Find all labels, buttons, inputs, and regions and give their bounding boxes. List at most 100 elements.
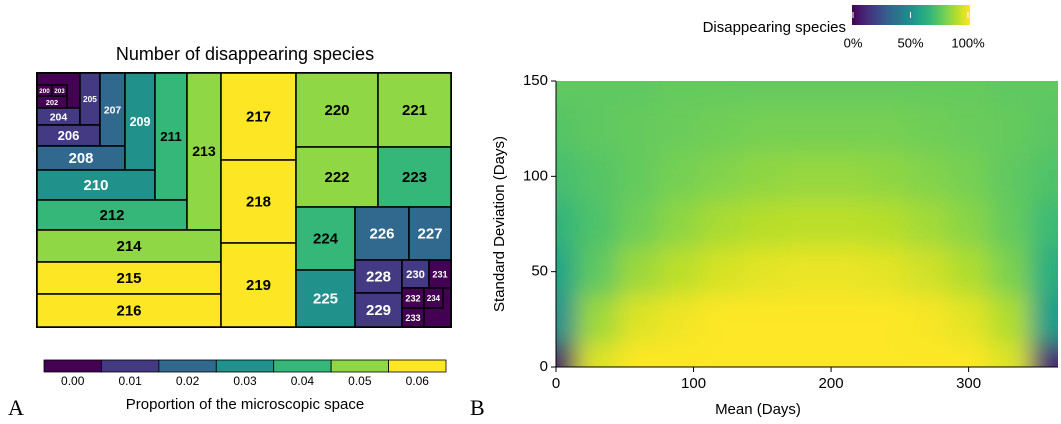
cell-label: 231 xyxy=(432,269,447,279)
heatmap-cell xyxy=(824,343,866,367)
cell-label: 228 xyxy=(366,268,391,285)
cell-label: 215 xyxy=(116,270,141,287)
x-tick-label: 100 xyxy=(681,375,706,392)
heatmap-cell xyxy=(1030,152,1058,201)
y-tick-label: 150 xyxy=(523,72,548,89)
cell-label: 216 xyxy=(116,302,141,319)
cell-label: 218 xyxy=(246,193,271,210)
heatmap-cell xyxy=(824,247,866,296)
colorbar-tick-label: 0.05 xyxy=(348,374,372,388)
cell-label: 225 xyxy=(313,290,338,307)
treemap-cell xyxy=(377,146,452,208)
treemap-cell xyxy=(295,269,356,328)
heatmap-cell xyxy=(556,343,578,367)
heatmap-cell xyxy=(865,152,908,201)
panel-label: B xyxy=(470,395,485,420)
x-tick-label: 0 xyxy=(552,375,560,392)
heatmap-cell xyxy=(824,81,866,106)
cell-label: 233 xyxy=(405,313,420,323)
heatmap-cell xyxy=(989,104,1031,153)
heatmap-cell xyxy=(947,343,990,367)
treemap-cell xyxy=(36,293,222,328)
colorbar-bin xyxy=(43,359,102,373)
heatmap-cell xyxy=(576,152,619,201)
heatmap-cell xyxy=(617,343,660,367)
heatmap-cell xyxy=(782,343,825,367)
cell-label: 200 xyxy=(39,88,50,95)
heatmap-cell xyxy=(865,343,908,367)
heatmap-cell xyxy=(617,152,660,201)
heatmap-cell xyxy=(989,81,1031,106)
heatmap-cell xyxy=(556,104,578,153)
heatmap-cell xyxy=(824,152,866,201)
heatmap-cell xyxy=(741,152,784,201)
cell-label: 230 xyxy=(406,269,425,281)
heatmap-cell xyxy=(576,343,619,367)
treemap-cell xyxy=(423,287,444,309)
heatmap-cell xyxy=(989,152,1031,201)
heatmap-cell xyxy=(865,104,908,153)
cell-label: 208 xyxy=(69,151,94,167)
treemap-cell xyxy=(354,206,410,261)
treemap-cell xyxy=(408,206,452,261)
cell-label: 217 xyxy=(246,108,271,125)
colorbar-tick-label: 0.00 xyxy=(61,374,85,388)
heatmap-cell xyxy=(659,152,701,201)
cell-label: 224 xyxy=(313,230,339,247)
heatmap-cell xyxy=(947,81,990,106)
y-tick-label: 0 xyxy=(540,358,548,375)
heatmap-cell xyxy=(741,104,784,153)
cell-label: 209 xyxy=(130,115,151,129)
cell-label: 206 xyxy=(58,128,80,143)
treemap-cell xyxy=(295,146,379,208)
heatmap-cell xyxy=(576,200,619,249)
heatmap-cell xyxy=(1030,295,1058,344)
heatmap-cell xyxy=(906,200,949,249)
heatmap-cell xyxy=(782,200,825,249)
treemap-cell xyxy=(36,169,156,201)
heatmap-cell xyxy=(865,247,908,296)
heatmap-cell xyxy=(947,200,990,249)
heatmap-cell xyxy=(1030,200,1058,249)
heatmap-cell xyxy=(782,152,825,201)
treemap-cell xyxy=(124,72,156,171)
heatmap-cell xyxy=(700,104,743,153)
heatmap-cell xyxy=(659,343,701,367)
heatmap-cell xyxy=(576,247,619,296)
heatmap-cell xyxy=(617,247,660,296)
heatmap-cell xyxy=(989,200,1031,249)
heatmap-cell xyxy=(659,81,701,106)
treemap-cell xyxy=(51,84,68,97)
heatmap-cell xyxy=(659,104,701,153)
heatmap-cell xyxy=(782,81,825,106)
heatmap-cell xyxy=(556,200,578,249)
heatmap-cell xyxy=(659,295,701,344)
colorbar-tick-label: 0.06 xyxy=(406,374,430,388)
heatmap-cell xyxy=(556,247,578,296)
cell-label: 226 xyxy=(369,225,394,242)
cell-label: 210 xyxy=(83,177,108,194)
cell-label: 229 xyxy=(366,302,391,319)
colorbar-tick-label: 0.03 xyxy=(233,374,257,388)
colorbar-tick-label: 50% xyxy=(897,35,923,50)
heatmap-cell xyxy=(576,81,619,106)
y-tick-label: 100 xyxy=(523,167,548,184)
y-tick-label: 50 xyxy=(531,263,548,280)
cell-label: 214 xyxy=(116,238,142,255)
heatmap-cell xyxy=(906,104,949,153)
treemap-cell xyxy=(36,261,222,295)
colorbar-tick-label: 0.02 xyxy=(176,374,200,388)
heatmap-cell xyxy=(617,295,660,344)
heatmap-cell xyxy=(782,247,825,296)
treemap-cell xyxy=(36,145,126,171)
treemap-cell xyxy=(220,159,297,244)
colorbar-bin xyxy=(273,359,332,373)
heatmap-cell xyxy=(1030,104,1058,153)
treemap-cell xyxy=(295,72,379,148)
chart-title: Number of disappearing species xyxy=(116,44,374,64)
heatmap-cell xyxy=(947,104,990,153)
cell-label: 223 xyxy=(402,169,427,186)
heatmap-cell xyxy=(617,81,660,106)
treemap-cell xyxy=(377,72,452,148)
cell-label: 221 xyxy=(402,102,427,119)
